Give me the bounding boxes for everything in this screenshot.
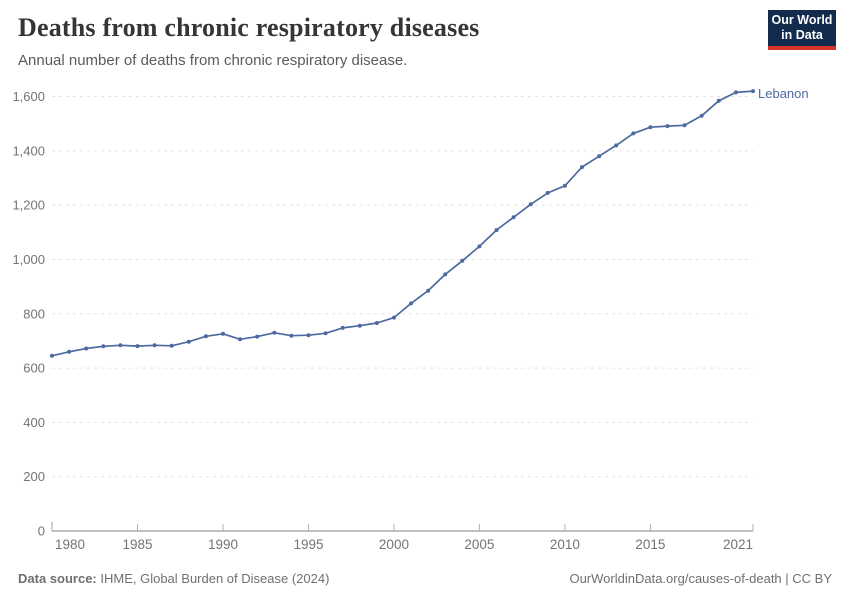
series-label-lebanon[interactable]: Lebanon [758,86,809,101]
owid-link[interactable]: OurWorldinData.org/causes-of-death | CC … [569,571,832,586]
data-source-value: IHME, Global Burden of Disease (2024) [96,571,330,586]
svg-text:400: 400 [23,415,45,430]
svg-text:1990: 1990 [208,537,238,552]
svg-text:1995: 1995 [293,537,323,552]
page-subtitle: Annual number of deaths from chronic res… [18,52,408,69]
svg-text:600: 600 [23,361,45,376]
svg-text:1,600: 1,600 [12,89,45,104]
svg-text:2005: 2005 [464,537,494,552]
svg-text:2021: 2021 [723,537,753,552]
data-source: Data source: IHME, Global Burden of Dise… [18,571,329,586]
svg-text:1,400: 1,400 [12,143,45,158]
owid-logo[interactable]: Our World in Data [768,10,836,50]
svg-text:1985: 1985 [122,537,152,552]
svg-text:800: 800 [23,306,45,321]
owid-logo-line1: Our World [771,13,833,27]
svg-text:0: 0 [38,524,45,539]
svg-text:2010: 2010 [550,537,580,552]
svg-text:1980: 1980 [55,537,85,552]
page-title: Deaths from chronic respiratory diseases [18,13,480,42]
owid-logo-line2: in Data [781,28,823,42]
data-source-label: Data source: [18,571,97,586]
svg-text:2000: 2000 [379,537,409,552]
svg-text:1,200: 1,200 [12,198,45,213]
svg-text:1,000: 1,000 [12,252,45,267]
svg-text:2015: 2015 [635,537,665,552]
chart-footer: Data source: IHME, Global Burden of Dise… [18,571,832,586]
svg-text:200: 200 [23,469,45,484]
